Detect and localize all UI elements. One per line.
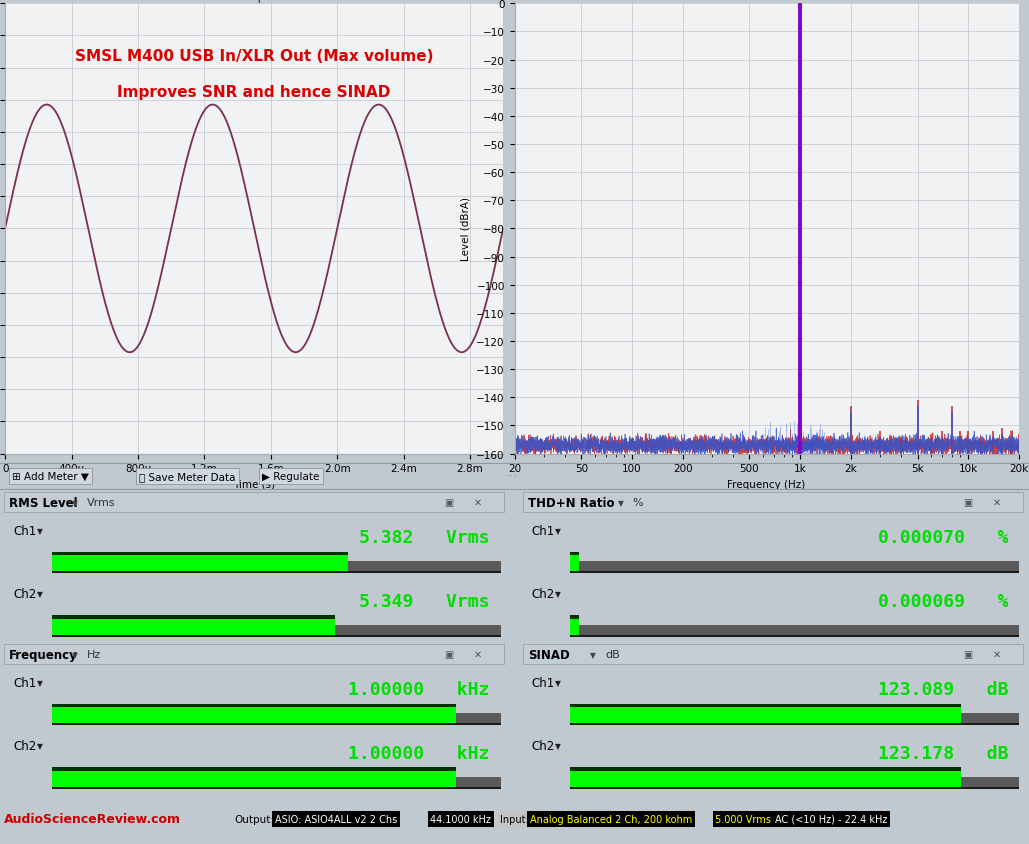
Bar [570,635,1020,637]
Text: Hz: Hz [86,649,101,659]
Text: 123.089   dB: 123.089 dB [878,680,1008,698]
Text: ▣: ▣ [445,649,454,659]
Bar [4,644,504,664]
Text: ▼: ▼ [72,498,77,507]
Text: 5.000 Vrms: 5.000 Vrms [715,814,771,824]
Text: Analog Balanced 2 Ch, 200 kohm: Analog Balanced 2 Ch, 200 kohm [530,814,693,824]
Text: ✕: ✕ [474,497,483,507]
Text: Input:: Input: [500,814,529,824]
Bar [961,777,1020,787]
Bar [51,704,456,707]
Text: ▼: ▼ [37,589,42,598]
Text: AudioScienceReview.com: AudioScienceReview.com [4,813,181,825]
Bar [579,625,1020,635]
Text: RMS Level: RMS Level [9,496,78,509]
Y-axis label: Level (dBrA): Level (dBrA) [461,197,470,261]
Bar [570,615,579,619]
Bar [570,771,961,787]
Text: AC (<10 Hz) - 22.4 kHz: AC (<10 Hz) - 22.4 kHz [775,814,887,824]
Title: FFT: FFT [755,0,778,3]
Text: ▼: ▼ [556,526,561,535]
Bar [570,619,579,635]
Bar [570,767,961,771]
X-axis label: Time (s): Time (s) [234,479,275,490]
Text: 44.1000 kHz: 44.1000 kHz [430,814,491,824]
Text: ▼: ▼ [556,741,561,750]
Text: Ch1: Ch1 [13,676,36,689]
Text: ···: ··· [505,470,518,483]
Text: dB: dB [605,649,620,659]
Bar [570,787,1020,789]
Text: 5.382   Vrms: 5.382 Vrms [359,528,490,546]
Bar [51,707,456,723]
Text: Ch1: Ch1 [13,524,36,537]
Text: 0.000069   %: 0.000069 % [878,592,1008,610]
Text: %: % [633,497,643,507]
Text: ▶ Regulate: ▶ Regulate [262,472,320,481]
Text: Improves SNR and hence SINAD: Improves SNR and hence SINAD [117,85,391,100]
Text: Frequency: Frequency [9,647,78,661]
Text: ✕: ✕ [474,649,483,659]
Bar [348,562,501,571]
Text: Ch1: Ch1 [532,524,555,537]
Text: ▼: ▼ [617,498,624,507]
Text: SMSL M400 USB In/XLR Out (Max volume): SMSL M400 USB In/XLR Out (Max volume) [75,49,433,64]
Text: ▼: ▼ [556,678,561,687]
Text: ▣: ▣ [445,497,454,507]
Bar [570,723,1020,726]
Bar [570,556,579,571]
Text: 1.00000   kHz: 1.00000 kHz [348,680,490,698]
Text: SINAD: SINAD [528,647,569,661]
Bar [961,713,1020,723]
Text: Ch2: Ch2 [532,739,555,752]
Text: ✕: ✕ [993,497,1001,507]
Text: ⊞ Add Meter ▼: ⊞ Add Meter ▼ [12,472,90,481]
Text: ▼: ▼ [37,678,42,687]
Bar [4,492,504,513]
Bar [570,571,1020,574]
Text: ▼: ▼ [37,526,42,535]
Bar [51,619,334,635]
Text: ▣: ▣ [963,649,972,659]
Text: ▼: ▼ [37,741,42,750]
Text: Vrms: Vrms [86,497,115,507]
Bar [51,723,501,726]
Text: 1.00000   kHz: 1.00000 kHz [348,744,490,761]
Bar [51,635,501,637]
Bar [51,552,348,556]
Text: Ch2: Ch2 [13,739,36,752]
Text: 0.000070   %: 0.000070 % [878,528,1008,546]
Bar [51,771,456,787]
Bar [570,552,579,556]
Bar [579,562,1020,571]
Bar [51,571,501,574]
Text: Ch2: Ch2 [532,587,555,600]
Text: 5.349   Vrms: 5.349 Vrms [359,592,490,610]
Bar [51,556,348,571]
Bar [570,707,961,723]
Text: ASIO: ASIO4ALL v2 2 Chs: ASIO: ASIO4ALL v2 2 Chs [275,814,397,824]
Bar [456,777,501,787]
Text: 123.178   dB: 123.178 dB [878,744,1008,761]
Title: Scope: Scope [235,0,274,3]
X-axis label: Frequency (Hz): Frequency (Hz) [728,479,806,490]
Bar [334,625,501,635]
Text: THD+N Ratio: THD+N Ratio [528,496,614,509]
Bar [51,787,501,789]
Text: Ch2: Ch2 [13,587,36,600]
Text: ▼: ▼ [72,650,77,659]
Bar [523,644,1023,664]
Text: Output:: Output: [235,814,275,824]
Text: ▣: ▣ [963,497,972,507]
Text: ✕: ✕ [993,649,1001,659]
Bar [51,615,334,619]
Text: ▼: ▼ [591,650,596,659]
Text: 💾 Save Meter Data: 💾 Save Meter Data [139,472,236,481]
Text: ▼: ▼ [556,589,561,598]
Bar [51,767,456,771]
Bar [456,713,501,723]
Bar [523,492,1023,513]
Bar [570,704,961,707]
Text: Ch1: Ch1 [532,676,555,689]
